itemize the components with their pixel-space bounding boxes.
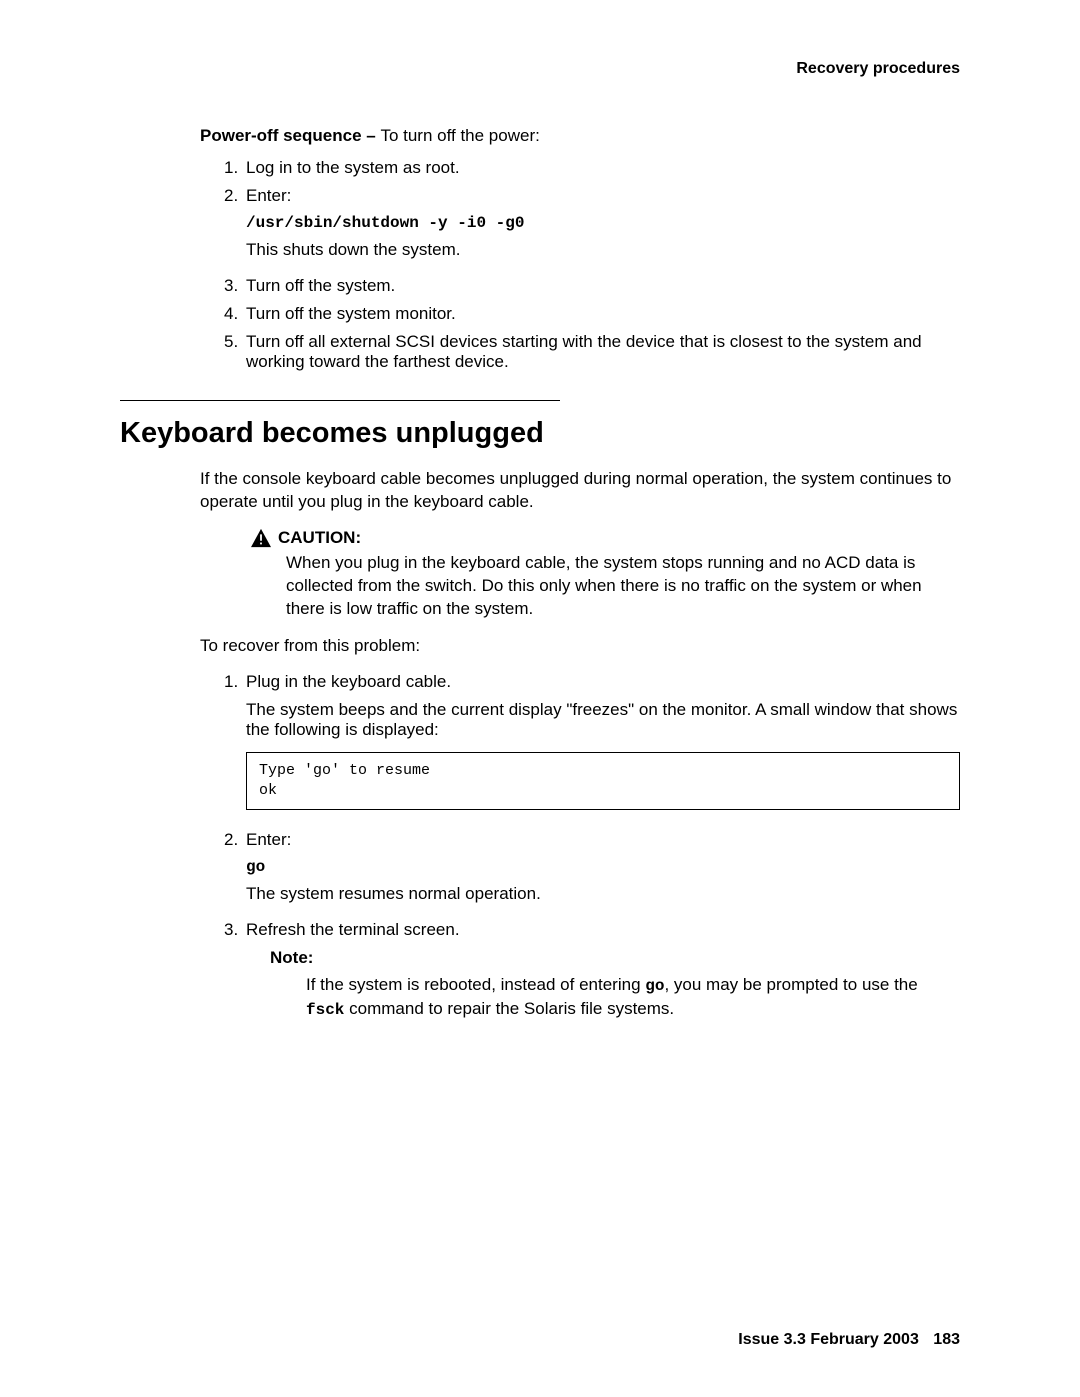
note-mid: , you may be prompted to use the <box>664 975 917 994</box>
list-text: Enter: <box>246 186 291 205</box>
note-cmd2: fsck <box>306 1001 344 1019</box>
recover-intro: To recover from this problem: <box>200 635 960 658</box>
recover-section: 1. Plug in the keyboard cable. The syste… <box>200 672 960 1022</box>
note-before: If the system is rebooted, instead of en… <box>306 975 645 994</box>
list-text: Plug in the keyboard cable. <box>246 672 451 691</box>
caution-label: CAUTION: <box>278 528 361 548</box>
list-text: Refresh the terminal screen. <box>246 920 460 939</box>
list-item: 4. Turn off the system monitor. <box>224 304 960 324</box>
list-num: 1. <box>224 158 246 178</box>
code-box: Type 'go' to resume ok <box>246 752 960 811</box>
poweroff-intro: Power-off sequence – To turn off the pow… <box>200 126 960 146</box>
caution-block: CAUTION: When you plug in the keyboard c… <box>250 528 960 621</box>
list-item: 2. Enter: go The system resumes normal o… <box>224 830 960 912</box>
list-body: Enter: /usr/sbin/shutdown -y -i0 -g0 Thi… <box>246 186 960 268</box>
list-num: 2. <box>224 186 246 268</box>
list-body: Turn off the system monitor. <box>246 304 960 324</box>
list-body: Plug in the keyboard cable. The system b… <box>246 672 960 823</box>
list-after: The system beeps and the current display… <box>246 700 960 740</box>
list-num: 3. <box>224 920 246 1021</box>
caution-body: When you plug in the keyboard cable, the… <box>286 552 960 621</box>
note-block: Note: If the system is rebooted, instead… <box>270 948 960 1021</box>
note-after: command to repair the Solaris file syste… <box>344 999 674 1018</box>
page-footer: Issue 3.3 February 2003 183 <box>738 1331 960 1349</box>
poweroff-section: Power-off sequence – To turn off the pow… <box>200 126 960 372</box>
recover-list: 1. Plug in the keyboard cable. The syste… <box>224 672 960 1022</box>
list-item: 5. Turn off all external SCSI devices st… <box>224 332 960 372</box>
poweroff-intro-bold: Power-off sequence – <box>200 126 380 145</box>
list-body: Refresh the terminal screen. Note: If th… <box>246 920 960 1021</box>
list-body: Turn off all external SCSI devices start… <box>246 332 960 372</box>
list-item: 3. Turn off the system. <box>224 276 960 296</box>
list-num: 3. <box>224 276 246 296</box>
list-body: Enter: go The system resumes normal oper… <box>246 830 960 912</box>
list-item: 2. Enter: /usr/sbin/shutdown -y -i0 -g0 … <box>224 186 960 268</box>
poweroff-list: 1. Log in to the system as root. 2. Ente… <box>224 158 960 372</box>
list-num: 4. <box>224 304 246 324</box>
caution-header: CAUTION: <box>250 528 960 548</box>
page-header-right: Recovery procedures <box>120 60 960 78</box>
list-num: 2. <box>224 830 246 912</box>
list-body: Log in to the system as root. <box>246 158 960 178</box>
list-body: Turn off the system. <box>246 276 960 296</box>
note-body: If the system is rebooted, instead of en… <box>306 974 960 1021</box>
keyboard-heading: Keyboard becomes unplugged <box>120 417 960 450</box>
section-divider <box>120 400 560 401</box>
command-text: go <box>246 858 960 876</box>
footer-page: 183 <box>933 1331 960 1348</box>
command-after: The system resumes normal operation. <box>246 884 960 904</box>
footer-issue: Issue 3.3 February 2003 <box>738 1331 919 1348</box>
list-item: 3. Refresh the terminal screen. Note: If… <box>224 920 960 1021</box>
warning-icon <box>250 528 272 548</box>
command-after: This shuts down the system. <box>246 240 960 260</box>
keyboard-intro: If the console keyboard cable becomes un… <box>200 468 960 514</box>
list-text: Enter: <box>246 830 291 849</box>
list-item: 1. Log in to the system as root. <box>224 158 960 178</box>
note-label: Note: <box>270 948 960 968</box>
note-cmd1: go <box>645 977 664 995</box>
list-num: 1. <box>224 672 246 823</box>
command-text: /usr/sbin/shutdown -y -i0 -g0 <box>246 214 960 232</box>
list-num: 5. <box>224 332 246 372</box>
poweroff-intro-rest: To turn off the power: <box>380 126 539 145</box>
list-item: 1. Plug in the keyboard cable. The syste… <box>224 672 960 823</box>
